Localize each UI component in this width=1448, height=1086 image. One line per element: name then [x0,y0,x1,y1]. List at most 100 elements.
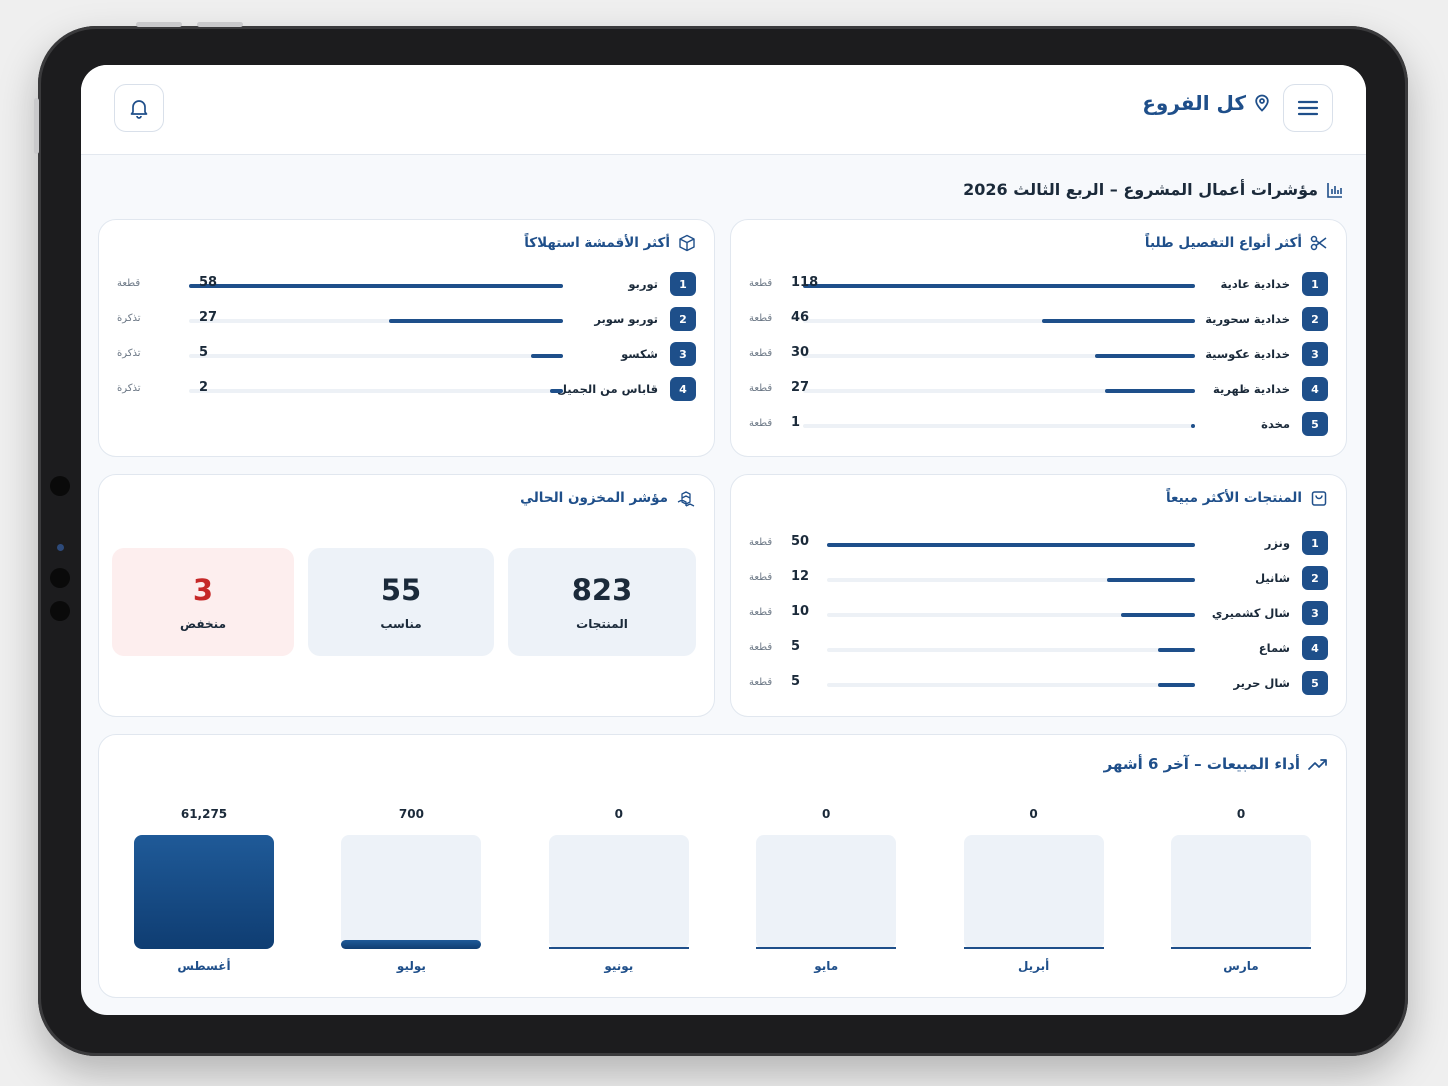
progress-track [827,578,1195,582]
item-name: خدادية سحورية [1205,312,1290,326]
bar[interactable] [1171,947,1311,949]
bar-category-label: أبريل [1017,959,1050,973]
progress-track [189,319,563,323]
card-title-text: المنتجات الأكثر مبيعاً [1165,490,1302,506]
scissors-icon [1310,235,1327,251]
bar-background [1171,835,1311,949]
bar[interactable] [963,947,1104,949]
progress-track [827,683,1195,687]
bar-column: 0 مارس [1171,797,1311,1007]
list-item: 1 توربو 58 قطعة [117,272,696,298]
stat-low: 3 منخفض [112,548,294,656]
progress-track [189,284,563,288]
item-name: ونزر [1264,536,1290,550]
item-unit: قطعة [749,572,773,583]
bar-category-label: مايو [814,959,839,973]
item-unit: قطعة [749,677,773,688]
rank-badge: 4 [1302,636,1328,660]
bar-column: 700 يوليو [341,797,482,1007]
rank-badge: 5 [1302,671,1328,695]
stat-label: المنتجات [576,617,628,631]
rank-badge: 5 [1302,412,1328,436]
card-title: أكثر أنواع التفصيل طلباً [1145,234,1328,252]
progress-fill [530,354,563,358]
hardware-button [136,22,182,27]
item-unit: قطعة [749,278,773,289]
bar-column: 61,275 أغسطس [134,797,274,1007]
sales-chart-card: أداء المبيعات – آخر 6 أشهر 0 مارس 0 أبري… [98,734,1347,998]
progress-track [803,319,1195,323]
bar-background [341,835,482,949]
item-value: 2 [199,380,209,395]
page-title: مؤشرات أعمال المشروع – الربع الثالث 2026 [963,180,1344,199]
progress-track [803,424,1195,428]
bar[interactable] [134,835,274,949]
list-item: 3 شال كشميري 10 قطعة [749,601,1328,627]
list-item: 2 توربو سوبر 27 تذكرة [117,307,696,333]
item-unit: قطعة [749,537,773,548]
item-name: توربو [628,277,658,291]
bar-category-label: مارس [1223,959,1259,973]
progress-track [827,613,1195,617]
progress-track [189,389,563,393]
progress-track [189,354,563,358]
list-item: 3 خدادية عكوسية 30 قطعة [749,342,1328,368]
bar-category-label: يوليو [396,959,426,973]
trending-up-icon [1308,759,1327,770]
item-name: توربو سوبر [594,312,658,326]
item-value: 12 [791,569,810,584]
bar-column: 0 يونيو [548,797,689,1007]
box-icon [679,234,695,252]
item-value: 27 [791,380,810,395]
progress-fill [1158,683,1195,687]
tailoring-card: أكثر أنواع التفصيل طلباً 1 خدادية عادية … [730,219,1347,457]
item-value: 58 [199,275,218,290]
progress-fill [1191,424,1195,428]
rank-badge: 2 [1302,566,1328,590]
stat-adequate: 55 مناسب [308,548,494,656]
item-unit: تذكرة [117,348,141,359]
stat-label: مناسب [380,617,422,631]
fabrics-card: أكثر الأقمشة استهلاكاً 1 توربو 58 قطعة 2… [98,219,715,457]
rank-badge: 1 [1302,272,1328,296]
rank-badge: 4 [1302,377,1328,401]
inventory-card: مؤشر المخزون الحالي 823 المنتجات 55 مناس… [98,474,715,717]
camera [50,601,70,621]
stat-value: 55 [380,573,422,607]
list-item: 1 ونزر 50 قطعة [749,531,1328,557]
item-value: 50 [791,534,810,549]
item-unit: قطعة [117,278,141,289]
rank-badge: 1 [1302,531,1328,555]
branch-selector[interactable]: كل الفروع [1142,91,1270,115]
stat-value: 3 [192,573,214,607]
bar-column: 0 أبريل [963,797,1104,1007]
bell-icon [130,100,148,119]
bar-value-label: 700 [398,807,424,821]
rank-badge: 3 [1302,342,1328,366]
item-unit: تذكرة [117,383,141,394]
bar-value-label: 0 [614,807,623,821]
bar[interactable] [341,940,482,949]
bar-background [756,835,897,949]
progress-fill [803,284,1195,288]
item-unit: قطعة [749,348,773,359]
item-unit: قطعة [749,313,773,324]
progress-fill [1158,648,1195,652]
progress-fill [189,284,563,288]
rank-badge: 4 [670,377,696,401]
hardware-button [34,98,39,154]
camera [50,476,70,496]
stat-label: منخفض [180,617,226,631]
bar[interactable] [548,947,689,949]
list-item: 5 شال حرير 5 قطعة [749,671,1328,697]
notifications-button[interactable] [114,84,164,132]
bar[interactable] [756,947,897,949]
item-unit: قطعة [749,642,773,653]
item-name: شماع [1258,641,1290,655]
progress-fill [388,319,563,323]
progress-track [803,284,1195,288]
bar-category-label: أغسطس [177,959,231,973]
item-name: شانيل [1255,571,1290,585]
menu-button[interactable] [1283,84,1333,132]
item-name: خدادية ظهرية [1213,382,1290,396]
